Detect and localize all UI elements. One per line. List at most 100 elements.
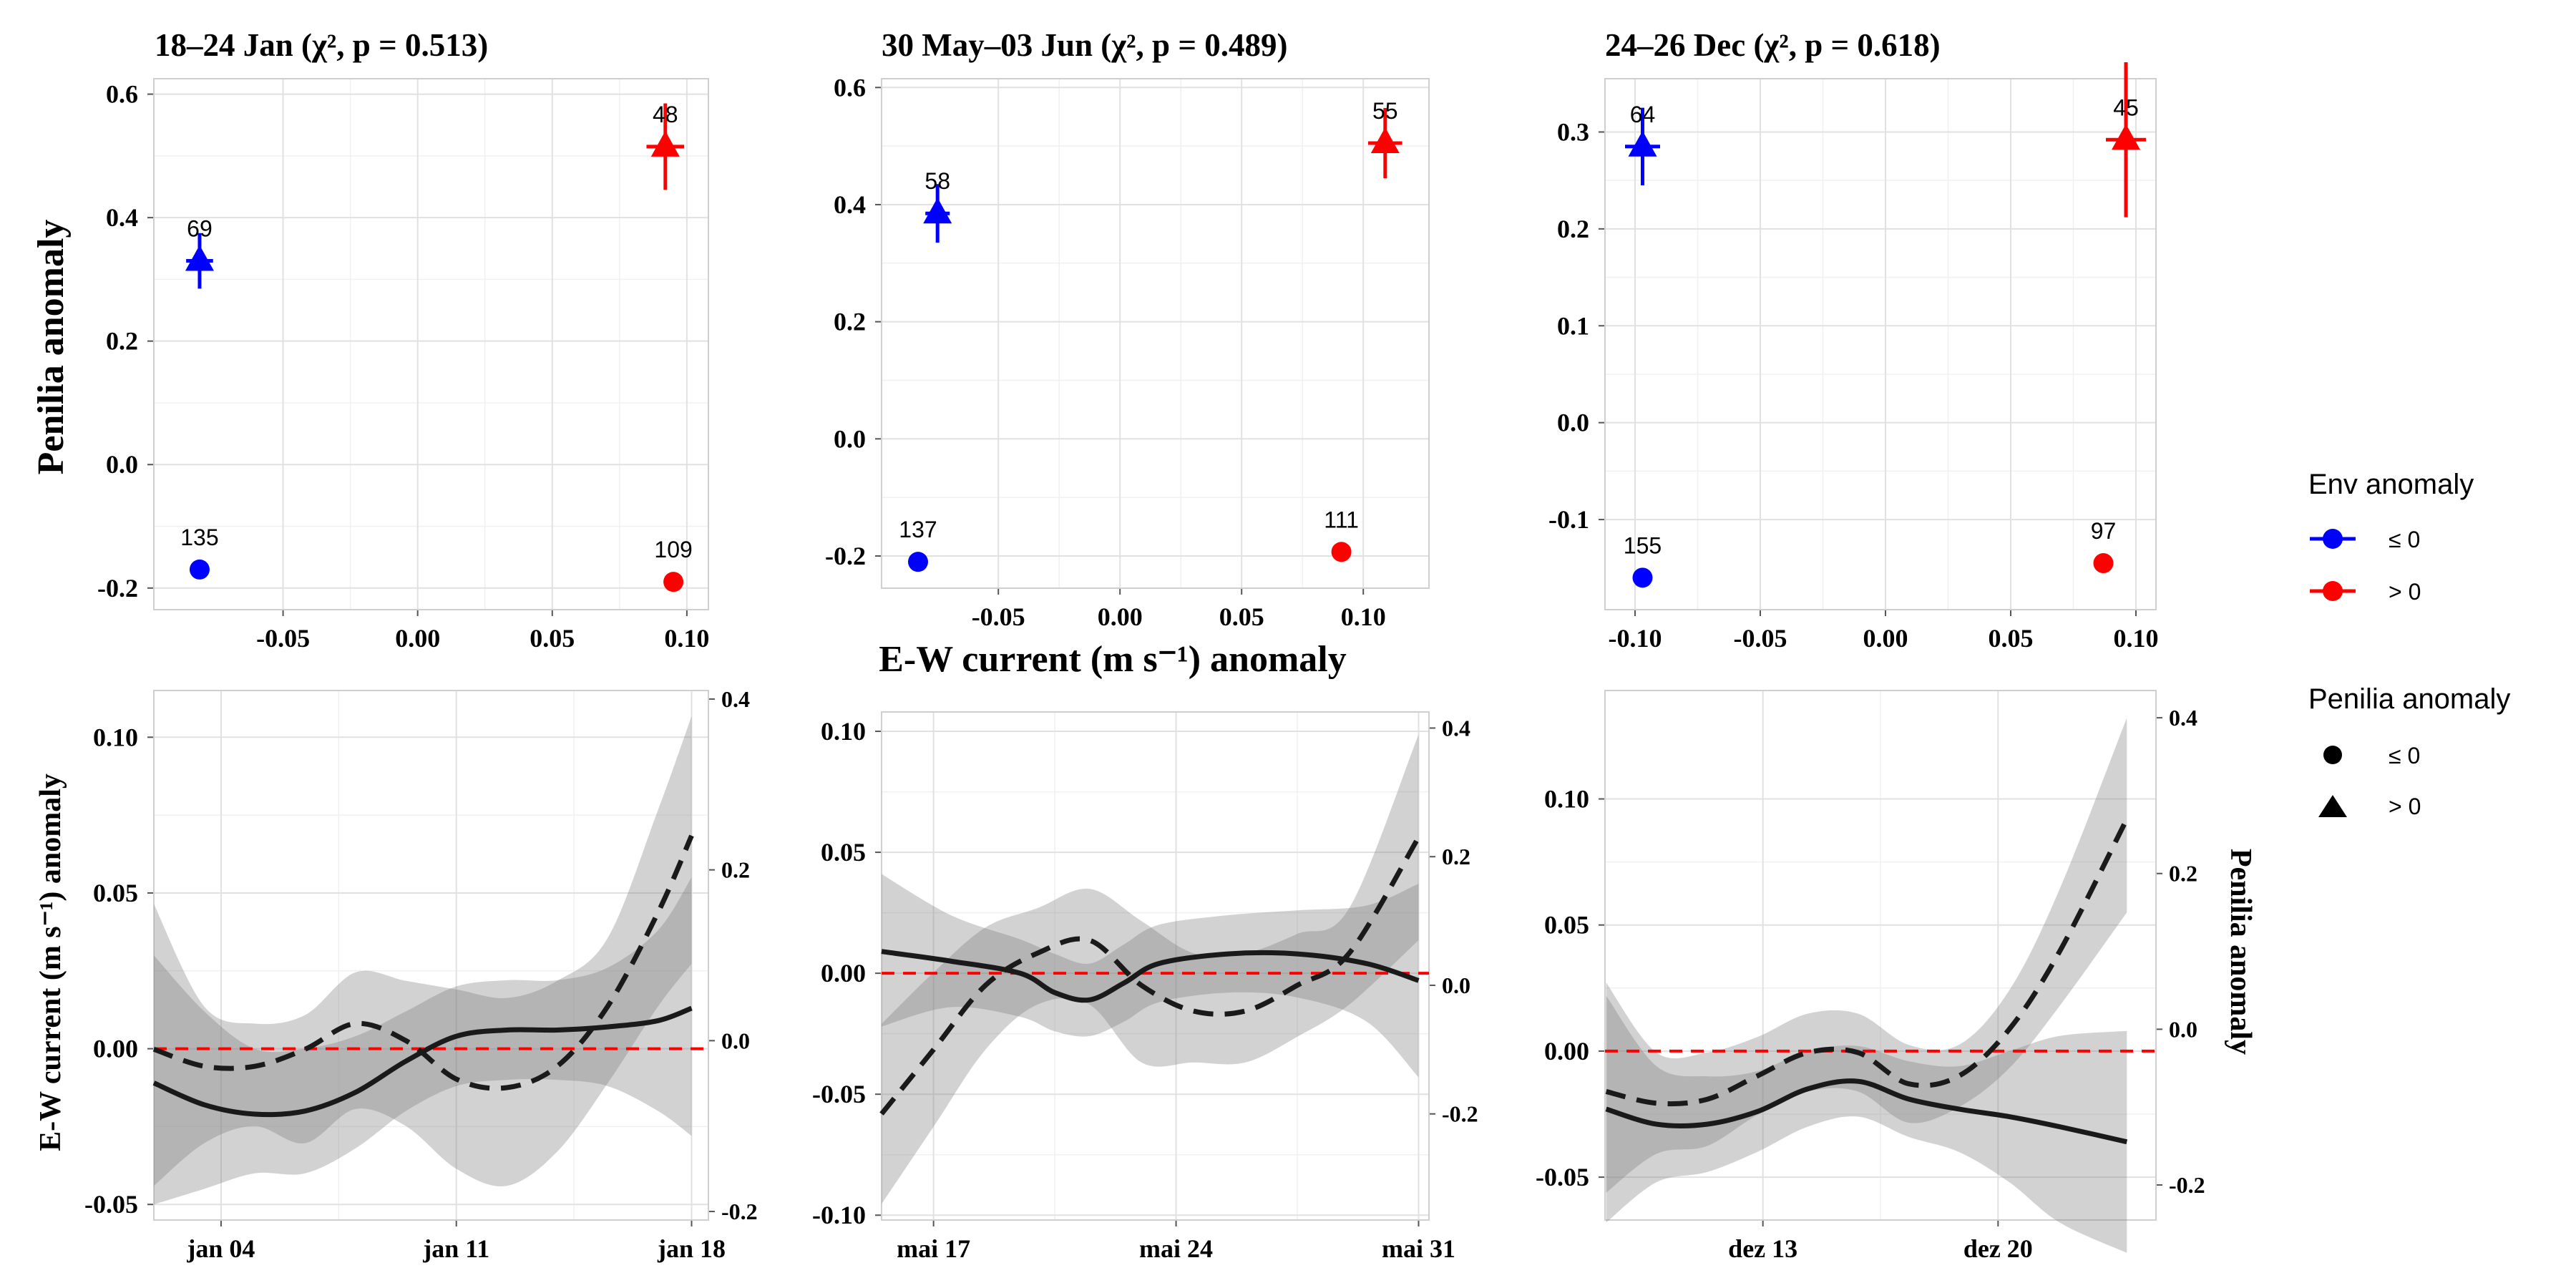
point-count-label: 69 [187, 216, 213, 242]
y-tick-label: 0.1 [1557, 311, 1589, 340]
y-tick-label: 0.4 [106, 203, 138, 232]
y-tick-label: -0.10 [812, 1201, 866, 1229]
plot-frame [1604, 78, 2157, 610]
point-count-label: 111 [1324, 507, 1359, 532]
y-tick-label: 0.00 [1544, 1037, 1589, 1065]
series-line-solid [881, 949, 1420, 1003]
x-tick-label: 0.00 [1098, 602, 1143, 631]
y-right-tick-label: 0.2 [1442, 844, 1470, 869]
panel-top-left: -0.05 0.00 0.05 0.10 -0.2 0.0 0.2 0.4 0.6 69 135 48… [97, 78, 709, 653]
y-right-tick-label: 0.0 [1442, 972, 1470, 998]
data-point-triangle [1370, 127, 1400, 154]
y-tick-label: 0.2 [106, 327, 138, 356]
y-tick-label: 0.2 [1557, 215, 1589, 243]
point-count-label: 58 [924, 168, 950, 194]
panel-title-top-left: 18–24 Jan (χ², p = 0.513) [155, 27, 488, 63]
confidence-band-dashed [1606, 718, 2127, 1193]
plot-frame [881, 78, 1430, 589]
legend-key-triangle [2318, 795, 2347, 817]
x-axis-title-middle: E-W current (m s⁻¹) anomaly [879, 639, 1347, 680]
x-tick-label: jan 11 [422, 1234, 489, 1263]
x-tick-label: 0.00 [1863, 624, 1908, 653]
y-tick-label: 0.10 [1544, 785, 1589, 814]
point-count-label: 55 [1372, 98, 1398, 124]
y-right-tick-label: 0.2 [721, 857, 750, 883]
data-point-circle [908, 552, 928, 572]
x-tick-label: mai 31 [1382, 1234, 1455, 1263]
data-point-circle [1331, 542, 1352, 562]
x-tick-label: -0.10 [1609, 624, 1662, 653]
legend-label-penilia-le0: ≤ 0 [2389, 743, 2420, 769]
x-tick-label: mai 17 [897, 1234, 970, 1263]
data-point-circle [2093, 553, 2114, 574]
confidence-band-dashed [154, 716, 692, 1186]
series-line-dashed [1605, 817, 2129, 1107]
panel-top-right: -0.10 -0.05 0.00 0.05 0.10 -0.1 0.0 0.1 0.2 0.3 64… [1548, 62, 2159, 653]
data-point-triangle [1628, 130, 1657, 157]
y-tick-label: 0.4 [834, 190, 866, 219]
legend-key-env-le0 [2310, 529, 2356, 549]
y-tick-label: 0.0 [834, 424, 866, 453]
legend-label-env-le0: ≤ 0 [2389, 527, 2420, 552]
series-line-dashed [152, 834, 694, 1091]
y-axis-title-top: Penilia anomaly [31, 220, 72, 475]
y-tick-label: 0.00 [821, 959, 866, 987]
x-tick-label: 0.00 [395, 624, 440, 653]
y-tick-label: 0.05 [821, 838, 866, 867]
y-tick-label: 0.3 [1557, 117, 1589, 146]
plot-frame [153, 690, 709, 1221]
series-line-dashed [879, 836, 1421, 1116]
y-tick-label: 0.0 [106, 450, 138, 479]
y-right-tick-label: -0.2 [721, 1199, 758, 1224]
data-point-circle [663, 572, 684, 592]
y-right-tick-label: 0.4 [2169, 705, 2197, 731]
panel-top-middle: -0.05 0.00 0.05 0.10 -0.2 0.0 0.2 0.4 0.6 58 137 55… [825, 73, 1430, 631]
panel-title-top-right: 24–26 Dec (χ², p = 0.618) [1605, 27, 1941, 63]
x-tick-label: 0.05 [530, 624, 575, 653]
panel-bottom-middle: mai 17 mai 24 mai 31 -0.10 -0.05 0.00 0.05 0.10… [812, 711, 1478, 1263]
series-line-solid [1605, 1078, 2128, 1145]
confidence-band-solid [882, 874, 1419, 1078]
legend-title-penilia: Penilia anomaly [2308, 683, 2510, 715]
legend-title-env: Env anomaly [2308, 469, 2474, 500]
plot-frame [881, 711, 1430, 1221]
confidence-band-solid [154, 877, 692, 1205]
point-count-label: 155 [1624, 532, 1662, 558]
x-tick-label: mai 24 [1139, 1234, 1213, 1263]
y-tick-label: 0.2 [834, 308, 866, 336]
y-tick-label: 0.05 [93, 879, 138, 907]
data-point-triangle [185, 245, 214, 271]
x-tick-label: dez 13 [1728, 1234, 1797, 1263]
panel-bottom-left: jan 04 jan 11 jan 18 -0.05 0.00 0.05 0.10 -0.2 0… [84, 686, 758, 1263]
y-tick-label: 0.6 [106, 80, 138, 109]
y-tick-label: 0.00 [93, 1035, 138, 1063]
legend: Env anomaly ≤ 0 > 0 Penilia anomaly ≤ 0 … [2308, 469, 2510, 819]
y-tick-label: -0.05 [84, 1190, 138, 1219]
y-tick-label: -0.2 [97, 574, 138, 602]
data-point-triangle [2112, 124, 2140, 150]
data-point-circle [189, 559, 210, 580]
x-tick-label: 0.05 [1989, 624, 2034, 653]
legend-key-env-gt0 [2310, 581, 2356, 601]
point-count-label: 135 [180, 525, 218, 550]
y-right-tick-label: 0.4 [721, 686, 750, 712]
y-right-tick-label: 0.2 [2169, 861, 2197, 887]
y-tick-label: 0.0 [1557, 409, 1589, 437]
data-point-triangle [923, 197, 952, 224]
y-tick-label: -0.2 [825, 542, 866, 570]
panel-title-top-middle: 30 May–03 Jun (χ², p = 0.489) [882, 27, 1287, 63]
y-right-tick-label: -0.2 [1442, 1101, 1478, 1127]
y-axis-title-bottom-left: E-W current (m s⁻¹) anomaly [34, 774, 67, 1151]
point-count-label: 97 [2091, 518, 2117, 544]
y-tick-label: -0.05 [812, 1080, 866, 1108]
x-tick-label: 0.10 [2114, 624, 2159, 653]
y-right-tick-label: 0.0 [2169, 1016, 2197, 1042]
point-count-label: 64 [1630, 102, 1656, 127]
y-tick-label: 0.6 [834, 73, 866, 102]
point-count-label: 48 [653, 102, 678, 127]
legend-key-circle [2323, 746, 2342, 764]
point-count-label: 137 [899, 517, 937, 542]
y-tick-label: 0.10 [821, 717, 866, 746]
x-tick-label: jan 18 [657, 1234, 726, 1263]
